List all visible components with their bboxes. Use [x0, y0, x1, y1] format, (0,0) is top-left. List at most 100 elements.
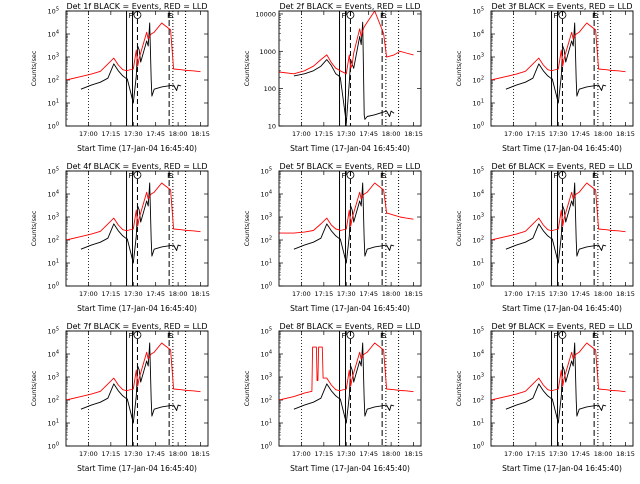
event-marker-label: F: [554, 172, 558, 180]
y-tick-label: 104: [261, 190, 272, 199]
y-tick-label: 103: [48, 213, 59, 222]
y-tick-label: 103: [261, 213, 272, 222]
y-tick-label: 101: [261, 259, 272, 268]
plot-frame: [490, 170, 634, 287]
y-tick-label: 100: [261, 282, 272, 291]
y-axis-label: Counts/sec: [243, 50, 251, 86]
series-line-events: [293, 342, 395, 424]
y-tick-label: 105: [473, 7, 484, 16]
series-line-events: [505, 342, 607, 424]
x-tick-label: 17:45: [359, 290, 378, 298]
y-tick-label: 104: [48, 30, 59, 39]
event-marker-label: F: [342, 332, 346, 340]
series-line-lld: [66, 342, 201, 401]
x-axis-label: Start Time (17-Jan-04 16:45:40): [502, 304, 622, 313]
plot-frame: [65, 170, 209, 287]
plot-frame: [65, 330, 209, 447]
x-axis-label: Start Time (17-Jan-04 16:45:40): [502, 144, 622, 153]
event-marker-label: E: [592, 332, 596, 340]
marker-circle-icon: [133, 331, 142, 339]
x-tick-label: 18:00: [594, 450, 613, 458]
y-tick-label: 101: [48, 259, 59, 268]
y-tick-label: 100: [261, 442, 272, 451]
x-tick-label: 17:15: [101, 450, 120, 458]
series-line-events: [80, 342, 182, 424]
x-tick-label: 17:00: [504, 130, 523, 138]
x-tick-label: 17:45: [571, 450, 590, 458]
x-tick-label: 17:00: [292, 450, 311, 458]
x-axis-label: Start Time (17-Jan-04 16:45:40): [77, 144, 197, 153]
panel-title: Det 8f BLACK = Events, RED = LLD: [279, 322, 420, 331]
x-tick-label: 17:45: [571, 290, 590, 298]
series-group: [66, 182, 201, 264]
x-tick-label: 18:15: [191, 450, 210, 458]
marker-circle-icon: [133, 11, 142, 19]
x-tick-label: 17:30: [337, 290, 356, 298]
event-marker-label: S: [382, 12, 387, 20]
y-tick-label: 104: [473, 190, 484, 199]
event-marker-label: S: [169, 172, 174, 180]
series-line-lld: [66, 22, 201, 81]
y-axis-label: Counts/sec: [455, 50, 463, 86]
y-tick-label: 104: [48, 190, 59, 199]
x-tick-label: 17:15: [526, 130, 545, 138]
y-tick-label: 101: [473, 259, 484, 268]
x-tick-label: 17:00: [292, 290, 311, 298]
y-tick-label: 100: [473, 442, 484, 451]
x-tick-label: 18:15: [616, 130, 635, 138]
x-tick-label: 17:00: [504, 450, 523, 458]
event-marker-label: E: [167, 332, 171, 340]
marker-circle-icon: [558, 171, 567, 179]
panel-det-5: Det 5f BLACK = Events, RED = LLD Counts/s…: [243, 162, 423, 313]
panel-title: Det 2f BLACK = Events, RED = LLD: [279, 2, 420, 11]
event-marker-label: F: [129, 172, 133, 180]
panel-title: Det 7f BLACK = Events, RED = LLD: [66, 322, 207, 331]
x-tick-label: 18:00: [169, 450, 188, 458]
x-tick-label: 17:15: [314, 130, 333, 138]
y-tick-label: 100: [48, 282, 59, 291]
marker-circle-icon: [346, 171, 355, 179]
y-tick-label: 103: [261, 373, 272, 382]
x-tick-label: 17:30: [124, 130, 143, 138]
panel-det-3: Det 3f BLACK = Events, RED = LLD Counts/s…: [455, 2, 635, 153]
x-axis-label: Start Time (17-Jan-04 16:45:40): [77, 304, 197, 313]
plot-frame: [65, 10, 209, 127]
panel-det-2: Det 2f BLACK = Events, RED = LLD Counts/s…: [243, 2, 423, 153]
x-tick-label: 17:00: [292, 130, 311, 138]
x-axis-label: Start Time (17-Jan-04 16:45:40): [290, 304, 410, 313]
marker-circle-icon: [558, 331, 567, 339]
x-tick-label: 17:00: [504, 290, 523, 298]
y-tick-label: 102: [473, 396, 484, 405]
x-tick-label: 17:45: [359, 130, 378, 138]
x-tick-label: 18:15: [191, 290, 210, 298]
y-tick-label: 105: [261, 327, 272, 336]
event-marker-label: S: [594, 332, 599, 340]
panel-det-8: Det 8f BLACK = Events, RED = LLD Counts/s…: [243, 322, 423, 473]
x-tick-label: 18:00: [382, 450, 401, 458]
x-tick-label: 18:15: [404, 290, 423, 298]
x-axis-label: Start Time (17-Jan-04 16:45:40): [290, 144, 410, 153]
panel-title: Det 9f BLACK = Events, RED = LLD: [491, 322, 632, 331]
y-axis-label: Counts/sec: [243, 370, 251, 406]
series-group: [279, 342, 414, 424]
x-tick-label: 17:45: [571, 130, 590, 138]
y-tick-label: 101: [473, 419, 484, 428]
y-tick-label: 105: [48, 7, 59, 16]
x-tick-label: 17:30: [549, 450, 568, 458]
event-marker-label: E: [380, 12, 384, 20]
panel-title: Det 5f BLACK = Events, RED = LLD: [279, 162, 420, 171]
event-marker-label: F: [554, 12, 558, 20]
x-axis-label: Start Time (17-Jan-04 16:45:40): [77, 464, 197, 473]
x-tick-label: 18:00: [169, 290, 188, 298]
y-tick-label: 102: [48, 76, 59, 85]
event-marker-label: F: [129, 332, 133, 340]
series-line-events: [505, 22, 607, 104]
x-tick-label: 17:15: [526, 290, 545, 298]
series-group: [491, 342, 626, 424]
series-group: [279, 11, 414, 124]
series-group: [491, 182, 626, 264]
x-tick-label: 17:30: [124, 450, 143, 458]
y-tick-label: 105: [261, 167, 272, 176]
marker-circle-icon: [346, 331, 355, 339]
